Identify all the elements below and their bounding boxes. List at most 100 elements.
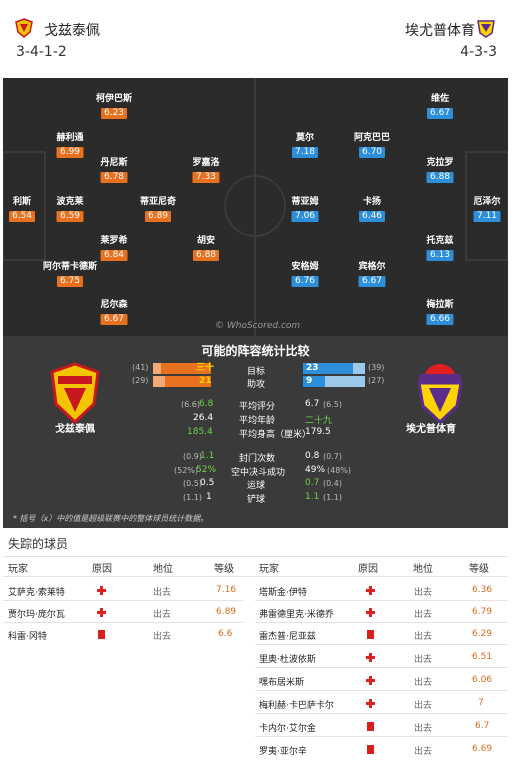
divider	[255, 736, 508, 737]
home-player[interactable]: 罗嘉洛 7.33	[192, 158, 220, 183]
home-player[interactable]: 阿尔蒂卡德斯 6.75	[42, 262, 98, 287]
home-col-status: 地位	[153, 564, 173, 575]
home-player[interactable]: 柯伊巴斯 6.23	[95, 94, 133, 119]
home-goals-value: 三十	[196, 363, 215, 373]
away-player[interactable]: 梅拉斯 6.66	[426, 300, 454, 325]
away-crest-icon	[477, 20, 495, 38]
away-team-name[interactable]: 埃尤普体育	[405, 23, 475, 39]
missing-status: 出去	[414, 632, 433, 642]
missing-player-name[interactable]: 艾萨克·索莱特	[8, 588, 65, 598]
away-goals-value: 23	[306, 363, 319, 373]
home-player[interactable]: 胡安 6.88	[192, 236, 220, 261]
missing-status: 出去	[414, 701, 433, 711]
injury-icon	[366, 608, 375, 617]
away-player[interactable]: 托克兹 6.13	[426, 236, 454, 261]
away-aerial-value: 49%	[305, 465, 326, 475]
home-aerial-value: 52%	[196, 465, 217, 475]
home-player[interactable]: 莱罗希 6.84	[100, 236, 128, 261]
home-player[interactable]: 利斯 6.54	[8, 197, 36, 222]
home-player[interactable]: 波克莱 6.59	[56, 197, 84, 222]
missing-player-name[interactable]: 嘿布居米斯	[259, 678, 305, 688]
home-formation: 3-4-1-2	[16, 44, 67, 60]
divider	[255, 690, 508, 691]
home-player[interactable]: 丹尼斯 6.78	[100, 158, 128, 183]
missing-player-name[interactable]: 贾尔玛·庞尔瓦	[8, 610, 65, 620]
home-player[interactable]: 尼尔森 6.67	[100, 300, 128, 325]
away-team-label[interactable]: 埃尤普体育	[406, 424, 456, 435]
tackles-label: 铲球	[247, 495, 266, 505]
away-player[interactable]: 阿克巴巴 6.70	[353, 133, 391, 158]
home-height-value: 185.4	[187, 427, 213, 437]
home-goals-bar-light	[153, 363, 161, 374]
red-card-icon	[367, 745, 374, 754]
away-age-value: 二十九	[305, 416, 333, 426]
away-player[interactable]: 蒂亚姆 7.06	[291, 197, 319, 222]
pitch: 柯伊巴斯 6.23 赫利通 6.99 丹尼斯 6.78 罗嘉洛 7.33 利斯 6.54 …	[3, 78, 508, 336]
missing-rating: 6.51	[472, 652, 493, 662]
away-player[interactable]: 莫尔 7.18	[291, 133, 319, 158]
aerial-label: 空中决斗成功	[231, 468, 286, 478]
away-assists-value: 9	[306, 376, 313, 386]
away-player[interactable]: 维佐 6.67	[426, 94, 454, 119]
age-label: 平均年龄	[239, 416, 276, 426]
red-card-icon	[367, 630, 374, 639]
away-blocks-prev: (0.7)	[323, 452, 342, 461]
divider	[255, 622, 508, 623]
missing-rating: 6.29	[472, 629, 493, 639]
match-header: 戈兹泰佩 3-4-1-2 埃尤普体育 4-3-3	[0, 0, 513, 78]
away-tackles-value: 1.1	[305, 492, 320, 502]
away-height-value: 179.5	[305, 427, 331, 437]
home-rating-value: 6.8	[199, 399, 214, 409]
injury-icon	[366, 699, 375, 708]
away-tackles-prev: (1.1)	[323, 493, 342, 502]
missing-player-name[interactable]: 梅利赫·卡巴萨卡尔	[259, 701, 334, 711]
away-player[interactable]: 卡扬 6.46	[358, 197, 386, 222]
red-card-icon	[367, 722, 374, 731]
missing-player-name[interactable]: 里奥·杜波依斯	[259, 655, 316, 665]
height-label: 平均身高（厘米）	[239, 430, 312, 440]
away-player[interactable]: 安格姆 6.76	[291, 262, 319, 287]
missing-players-title: 失踪的球员	[8, 537, 69, 551]
home-player[interactable]: 赫利通 6.99	[56, 133, 84, 158]
away-col-status: 地位	[413, 564, 433, 575]
home-col-player: 玩家	[8, 564, 28, 575]
dribbles-label: 运球	[247, 481, 266, 491]
away-col-player: 玩家	[259, 564, 279, 575]
away-col-reason: 原因	[358, 564, 378, 575]
stats-footnote: * 括号（x）中的值是超级联赛中的整体球员统计数据。	[13, 514, 209, 523]
away-player[interactable]: 克拉罗 6.88	[426, 158, 454, 183]
away-aerial-prev: (48%)	[327, 466, 352, 475]
divider	[3, 622, 243, 623]
missing-player-name[interactable]: 雷杰普·尼亚兹	[259, 632, 316, 642]
away-player[interactable]: 厄泽尔 7.11	[473, 197, 501, 222]
divider	[255, 713, 508, 714]
missing-player-name[interactable]: 罗夷·亚尔辛	[259, 747, 307, 757]
home-dribbles-prev: (0.5)	[183, 479, 202, 488]
home-aerial-prev: (52%)	[174, 466, 199, 475]
missing-status: 出去	[414, 610, 433, 620]
home-player[interactable]: 蒂亚尼奇 6.89	[139, 197, 177, 222]
home-team-name[interactable]: 戈兹泰佩	[44, 23, 100, 39]
missing-player-name[interactable]: 弗雷德里克·米德乔	[259, 610, 334, 620]
away-crest-large-icon	[417, 364, 463, 424]
goals-label: 目标	[247, 367, 266, 377]
away-goals-prev: (39)	[368, 363, 385, 372]
missing-player-name[interactable]: 卡内尔·艾尔金	[259, 724, 316, 734]
missing-status: 出去	[414, 747, 433, 757]
away-goals-bar	[303, 363, 353, 374]
home-blocks-prev: (0.9)	[183, 452, 202, 461]
home-crest-large-icon	[50, 362, 100, 424]
away-player[interactable]: 宾格尔 6.67	[358, 262, 386, 287]
injury-icon	[97, 608, 106, 617]
watermark: © WhoScored.com	[215, 321, 301, 331]
missing-player-name[interactable]: 塔斯金·伊特	[259, 588, 307, 598]
away-col-rating: 等级	[469, 564, 489, 575]
pitch-lines	[3, 78, 508, 336]
lineup-stats-panel: 可能的阵容统计比较 戈兹泰佩 埃尤普体育 (41) 三十 目标 23 (39) …	[3, 336, 508, 528]
missing-player-name[interactable]: 科雷·冈特	[8, 632, 47, 642]
missing-status: 出去	[153, 588, 172, 598]
away-assists-bar	[303, 376, 325, 387]
away-rating-prev: (6.5)	[323, 400, 342, 409]
home-tackles-prev: (1.1)	[183, 493, 202, 502]
home-team-label[interactable]: 戈兹泰佩	[55, 424, 95, 435]
